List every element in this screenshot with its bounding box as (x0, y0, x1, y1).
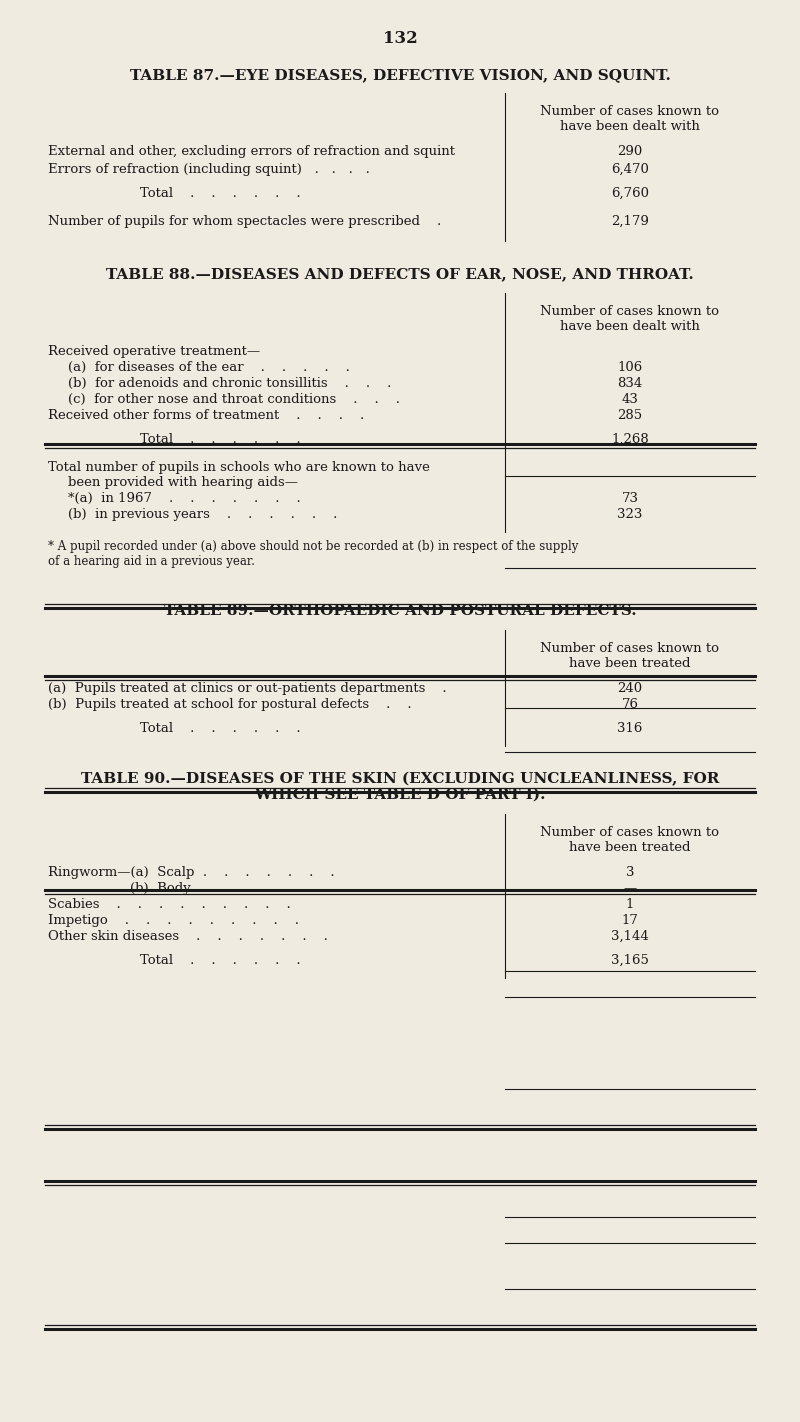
Text: * A pupil recorded under (a) above should not be recorded at (b) in respect of t: * A pupil recorded under (a) above shoul… (48, 540, 578, 567)
Text: (b)  for adenoids and chronic tonsillitis    .    .    .: (b) for adenoids and chronic tonsillitis… (68, 377, 391, 390)
Text: Scabies    .    .    .    .    .    .    .    .    .: Scabies . . . . . . . . . (48, 899, 290, 912)
Text: TABLE 89.—ORTHOPAEDIC AND POSTURAL DEFECTS.: TABLE 89.—ORTHOPAEDIC AND POSTURAL DEFEC… (164, 604, 636, 619)
Text: Errors of refraction (including squint)   .   .   .   .: Errors of refraction (including squint) … (48, 164, 370, 176)
Text: Number of cases known to
have been treated: Number of cases known to have been treat… (541, 641, 719, 670)
Text: 834: 834 (618, 377, 642, 390)
Text: (a)  for diseases of the ear    .    .    .    .    .: (a) for diseases of the ear . . . . . (68, 361, 350, 374)
Text: (b)  Body  .    .    .    .    .    .    .: (b) Body . . . . . . . (130, 882, 331, 894)
Text: 240: 240 (618, 683, 642, 695)
Text: Number of cases known to
have been dealt with: Number of cases known to have been dealt… (541, 304, 719, 333)
Text: 3: 3 (626, 866, 634, 879)
Text: TABLE 87.—EYE DISEASES, DEFECTIVE VISION, AND SQUINT.: TABLE 87.—EYE DISEASES, DEFECTIVE VISION… (130, 68, 670, 82)
Text: 316: 316 (618, 722, 642, 735)
Text: Total    .    .    .    .    .    .: Total . . . . . . (140, 434, 300, 447)
Text: 6,760: 6,760 (611, 188, 649, 201)
Text: 76: 76 (622, 698, 638, 711)
Text: Number of pupils for whom spectacles were prescribed    .: Number of pupils for whom spectacles wer… (48, 215, 442, 228)
Text: —: — (623, 882, 637, 894)
Text: Ringworm—(a)  Scalp  .    .    .    .    .    .    .: Ringworm—(a) Scalp . . . . . . . (48, 866, 334, 879)
Text: (b)  Pupils treated at school for postural defects    .    .: (b) Pupils treated at school for postura… (48, 698, 412, 711)
Text: (b)  in previous years    .    .    .    .    .    .: (b) in previous years . . . . . . (68, 508, 338, 520)
Text: 106: 106 (618, 361, 642, 374)
Text: TABLE 88.—DISEASES AND DEFECTS OF EAR, NOSE, AND THROAT.: TABLE 88.—DISEASES AND DEFECTS OF EAR, N… (106, 267, 694, 282)
Text: 17: 17 (622, 914, 638, 927)
Text: Received other forms of treatment    .    .    .    .: Received other forms of treatment . . . … (48, 410, 364, 422)
Text: (a)  Pupils treated at clinics or out-patients departments    .: (a) Pupils treated at clinics or out-pat… (48, 683, 446, 695)
Text: (c)  for other nose and throat conditions    .    .    .: (c) for other nose and throat conditions… (68, 392, 400, 407)
Text: Other skin diseases    .    .    .    .    .    .    .: Other skin diseases . . . . . . . (48, 930, 328, 943)
Text: 1: 1 (626, 899, 634, 912)
Text: 323: 323 (618, 508, 642, 520)
Text: 73: 73 (622, 492, 638, 505)
Text: WHICH SEE TABLE D OF PART I).: WHICH SEE TABLE D OF PART I). (254, 788, 546, 802)
Text: 2,179: 2,179 (611, 215, 649, 228)
Text: Total    .    .    .    .    .    .: Total . . . . . . (140, 954, 300, 967)
Text: TABLE 90.—DISEASES OF THE SKIN (EXCLUDING UNCLEANLINESS, FOR: TABLE 90.—DISEASES OF THE SKIN (EXCLUDIN… (81, 772, 719, 786)
Text: 3,165: 3,165 (611, 954, 649, 967)
Text: Received operative treatment—: Received operative treatment— (48, 346, 260, 358)
Text: 3,144: 3,144 (611, 930, 649, 943)
Text: been provided with hearing aids—: been provided with hearing aids— (68, 476, 298, 489)
Text: Total    .    .    .    .    .    .: Total . . . . . . (140, 722, 300, 735)
Text: Number of cases known to
have been treated: Number of cases known to have been treat… (541, 826, 719, 855)
Text: Number of cases known to
have been dealt with: Number of cases known to have been dealt… (541, 105, 719, 134)
Text: 1,268: 1,268 (611, 434, 649, 447)
Text: 285: 285 (618, 410, 642, 422)
Text: Total    .    .    .    .    .    .: Total . . . . . . (140, 188, 300, 201)
Text: Total number of pupils in schools who are known to have: Total number of pupils in schools who ar… (48, 461, 430, 474)
Text: *(a)  in 1967    .    .    .    .    .    .    .: *(a) in 1967 . . . . . . . (68, 492, 301, 505)
Text: External and other, excluding errors of refraction and squint: External and other, excluding errors of … (48, 145, 455, 158)
Text: 6,470: 6,470 (611, 164, 649, 176)
Text: Impetigo    .    .    .    .    .    .    .    .    .: Impetigo . . . . . . . . . (48, 914, 299, 927)
Text: 132: 132 (382, 30, 418, 47)
Text: 43: 43 (622, 392, 638, 407)
Text: 290: 290 (618, 145, 642, 158)
